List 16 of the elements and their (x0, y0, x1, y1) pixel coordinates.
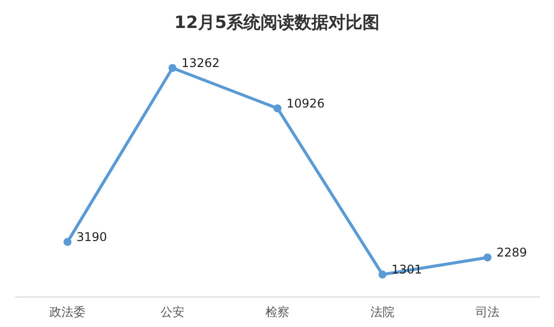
x-tick-label: 检察 (266, 305, 290, 319)
x-tick-label: 法院 (370, 305, 394, 319)
data-label: 10926 (286, 96, 325, 110)
point (378, 270, 386, 279)
point (168, 64, 176, 72)
data-label: 3190 (76, 230, 108, 244)
point (274, 104, 282, 112)
data-label: 2289 (496, 245, 528, 260)
chart-title: 12月5系统阅读数据对比图 (174, 13, 380, 33)
point (484, 253, 492, 262)
x-tick-label: 公安 (160, 305, 184, 319)
data-label: 13262 (182, 56, 220, 70)
x-tick-label: 司法 (476, 305, 500, 319)
data-label: 1301 (392, 262, 422, 277)
point (64, 238, 72, 246)
x-tick-label: 政法委 (50, 305, 86, 319)
